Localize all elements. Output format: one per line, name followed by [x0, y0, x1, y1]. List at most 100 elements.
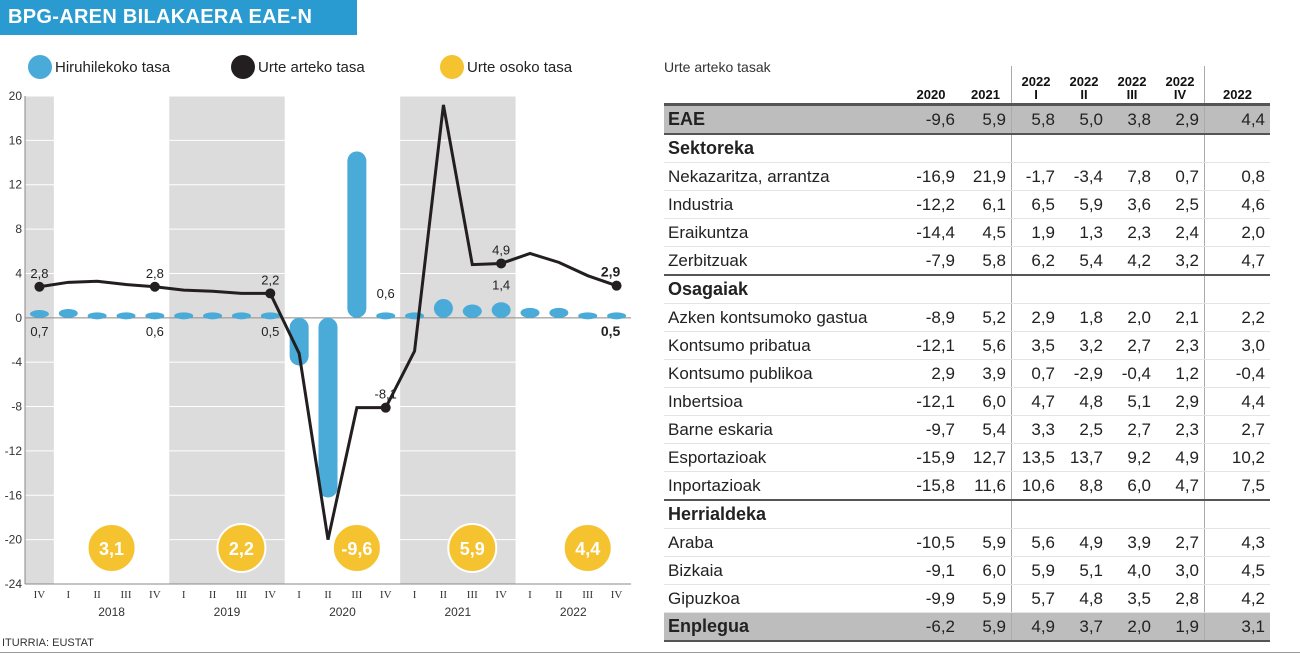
title-bar: BPG-AREN BILAKAERA EAE-N: [0, 0, 357, 35]
line-label: 2,8: [146, 266, 164, 281]
quarter-label: I: [413, 589, 417, 601]
value-cell: 3,1: [1204, 612, 1270, 642]
quarterly-bar: [260, 312, 280, 320]
line-point: [496, 258, 507, 269]
value-cell: 6,5: [1011, 190, 1060, 219]
quarter-label: I: [297, 589, 301, 601]
annual-rate-circle: [331, 523, 382, 573]
value-cell: 3,9: [1108, 528, 1156, 557]
value-cell: 4,7: [1156, 471, 1205, 501]
value-cell: 2,1: [1156, 303, 1205, 332]
bar-label: 0,7: [30, 324, 48, 339]
row-label: Eraikuntza: [664, 218, 902, 247]
bottom-rule: [0, 652, 1300, 653]
value-cell: 2,9: [1156, 387, 1205, 416]
value-cell: 3,5: [1011, 331, 1060, 360]
y-tick-label: -24: [5, 577, 23, 591]
quarterly-bar: [58, 308, 78, 318]
bar-label: 0,6: [146, 324, 164, 339]
value-cell: 0,7: [1011, 359, 1060, 388]
legend-label: Urte osoko tasa: [467, 59, 573, 76]
value-cell: 1,3: [1060, 218, 1108, 247]
annual-rate-circle: [86, 523, 137, 573]
value-cell: 3,2: [1060, 331, 1108, 360]
quarter-label: IV: [149, 589, 161, 601]
y-tick-label: 12: [9, 178, 23, 192]
y-tick-label: 8: [15, 222, 22, 236]
value-cell: 10,6: [1011, 471, 1060, 501]
quarter-label: IV: [495, 589, 507, 601]
quarter-label: IV: [34, 589, 46, 601]
y-tick-label: -20: [5, 533, 23, 547]
value-cell: 9,2: [1108, 443, 1156, 472]
y-tick-label: 16: [9, 133, 23, 147]
quarter-label: III: [467, 589, 478, 601]
value-cell: 3,0: [1156, 556, 1205, 585]
column-header: 2021: [960, 66, 1012, 106]
value-cell: 3,6: [1108, 190, 1156, 219]
value-cell: [902, 133, 960, 163]
row-label: EAE: [664, 104, 902, 134]
value-cell: 0,8: [1204, 162, 1270, 191]
annual-rate-label: 2,2: [229, 539, 254, 559]
table-row: Azken kontsumoko gastua -8,9 5,2 2,9 1,8 2,0 2…: [664, 303, 1270, 332]
value-cell: 8,8: [1060, 471, 1108, 501]
column-header: 2022 IV: [1156, 66, 1205, 106]
value-cell: 5,8: [1011, 104, 1060, 134]
value-cell: [1204, 274, 1270, 304]
quarter-label: III: [351, 589, 362, 601]
value-cell: -6,2: [902, 612, 960, 642]
rates-table: 2020 2021 2022 I 2022 II 2022 III 2022 IV 2022 EAE…: [664, 66, 1270, 642]
value-cell: 2,0: [1108, 612, 1156, 642]
bar-label: 0,5: [601, 323, 621, 339]
value-cell: -0,4: [1204, 359, 1270, 388]
quarterly-bar: [231, 312, 251, 320]
column-header-year: 2020: [916, 87, 946, 102]
value-cell: 6,0: [960, 556, 1012, 585]
value-cell: 5,9: [960, 528, 1012, 557]
table-row: Osagaiak: [664, 274, 1270, 304]
column-header-quarter: I: [1034, 87, 1038, 102]
table-row: Esportazioak -15,9 12,7 13,5 13,7 9,2 4,9 10,2: [664, 443, 1270, 472]
value-cell: 7,8: [1108, 162, 1156, 191]
row-label: Enplegua: [664, 612, 902, 642]
value-cell: 2,9: [902, 359, 960, 388]
column-header: 2022: [1204, 66, 1270, 106]
row-label: Gipuzkoa: [664, 584, 902, 613]
value-cell: 5,9: [960, 584, 1012, 613]
y-tick-label: -16: [5, 488, 23, 502]
column-header-quarter: IV: [1173, 87, 1187, 102]
quarterly-bar: [433, 298, 453, 318]
legend-swatch: [440, 55, 464, 79]
line-label: 4,9: [492, 242, 510, 257]
value-cell: 21,9: [960, 162, 1012, 191]
table-row: Kontsumo publikoa 2,9 3,9 0,7 -2,9 -0,4 1,2 -0,…: [664, 359, 1270, 388]
value-cell: 5,4: [960, 415, 1012, 444]
quarter-label: II: [440, 589, 448, 601]
quarterly-bar: [491, 302, 511, 318]
value-cell: [1060, 499, 1108, 529]
value-cell: 2,3: [1156, 331, 1205, 360]
table-row: EAE -9,6 5,9 5,8 5,0 3,8 2,9 4,4: [664, 104, 1270, 134]
row-label: Inportazioak: [664, 471, 902, 501]
value-cell: -15,9: [902, 443, 960, 472]
quarterly-bar: [116, 312, 136, 320]
value-cell: 6,0: [1108, 471, 1156, 501]
column-header-year: 2022: [1069, 74, 1099, 89]
value-cell: 4,7: [1204, 246, 1270, 276]
value-cell: 6,0: [960, 387, 1012, 416]
table-row: Nekazaritza, arrantza -16,9 21,9 -1,7 -3,4 7,…: [664, 162, 1270, 191]
table-row: Zerbitzuak -7,9 5,8 6,2 5,4 4,2 3,2 4,7: [664, 246, 1270, 276]
value-cell: [960, 274, 1012, 304]
row-label: Barne eskaria: [664, 415, 902, 444]
value-cell: 4,4: [1204, 387, 1270, 416]
legend-swatch: [28, 55, 52, 79]
value-cell: 4,5: [1204, 556, 1270, 585]
row-label: Herrialdeka: [664, 499, 902, 529]
value-cell: -12,1: [902, 331, 960, 360]
value-cell: -12,2: [902, 190, 960, 219]
value-cell: 2,0: [1204, 218, 1270, 247]
year-label: 2022: [560, 605, 587, 619]
value-cell: 4,8: [1060, 387, 1108, 416]
column-header-year: 2022: [1021, 74, 1051, 89]
